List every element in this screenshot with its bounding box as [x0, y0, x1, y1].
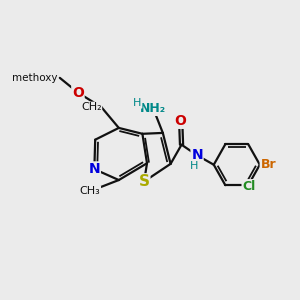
Text: Br: Br	[260, 158, 276, 171]
Text: S: S	[139, 174, 150, 189]
Text: N: N	[191, 148, 203, 162]
Text: CH₃: CH₃	[80, 186, 101, 196]
Text: H: H	[189, 160, 198, 171]
Text: H: H	[133, 98, 142, 108]
Text: O: O	[72, 85, 84, 100]
Text: NH₂: NH₂	[140, 102, 166, 115]
Text: CH₂: CH₂	[81, 102, 101, 112]
Text: O: O	[175, 114, 187, 128]
Text: methoxy: methoxy	[12, 73, 58, 83]
Text: N: N	[88, 162, 100, 176]
Text: Cl: Cl	[242, 180, 256, 193]
